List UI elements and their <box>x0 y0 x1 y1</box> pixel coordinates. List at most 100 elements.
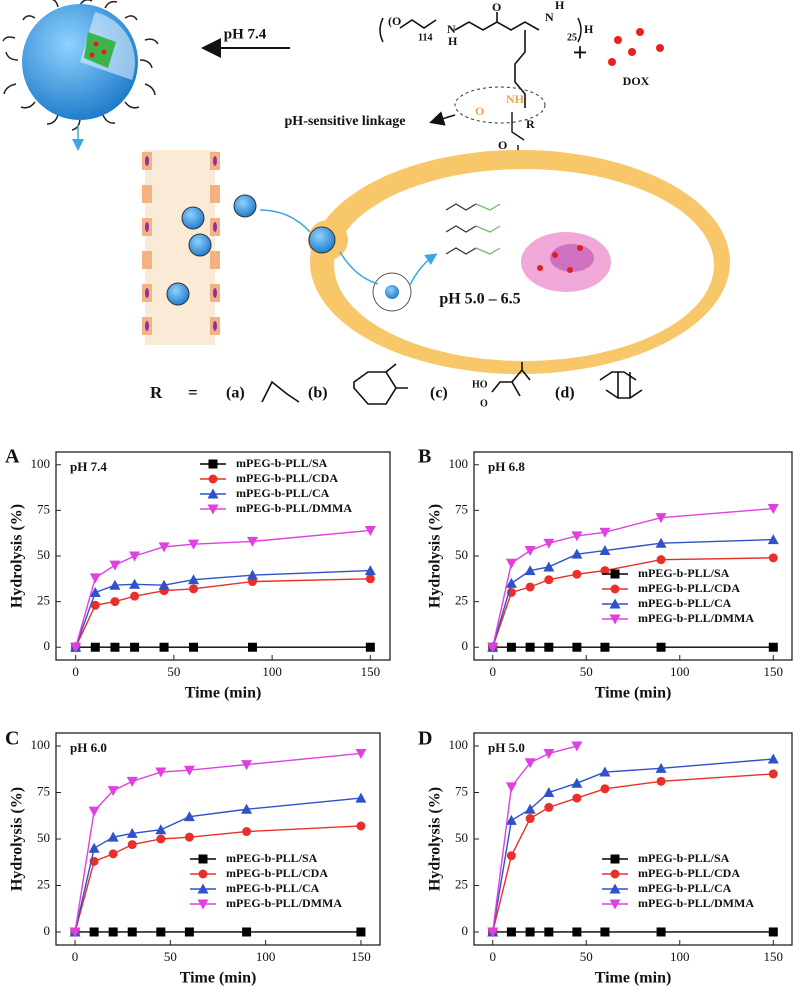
series-line <box>492 507 774 648</box>
marker <box>487 642 499 653</box>
y-axis-label: Hydrolysis (%) <box>427 787 444 891</box>
y-tick-label: 50 <box>455 547 468 562</box>
marker <box>572 793 582 803</box>
linkage-label: pH-sensitive linkage <box>285 114 406 129</box>
legend-label: mPEG-b-PLL/DMMA <box>236 501 352 515</box>
legend-marker <box>610 869 620 879</box>
marker <box>242 927 252 937</box>
marker <box>127 840 137 850</box>
marker <box>88 806 100 817</box>
marker <box>505 814 517 825</box>
marker <box>572 927 582 937</box>
x-axis-label: Time (min) <box>185 685 262 702</box>
panel-label: C <box>5 728 19 750</box>
marker <box>184 832 194 842</box>
marker <box>88 842 100 853</box>
marker <box>655 537 667 548</box>
marker <box>241 803 253 814</box>
marker <box>544 575 554 585</box>
marker <box>571 741 583 752</box>
legend-marker <box>198 869 208 879</box>
marker <box>110 642 120 652</box>
marker <box>129 578 141 589</box>
marker <box>571 777 583 788</box>
marker <box>656 927 666 937</box>
series-line <box>492 538 774 648</box>
marker <box>126 776 138 787</box>
marker <box>246 569 258 580</box>
legend-label: mPEG-b-PLL/DMMA <box>638 611 754 625</box>
marker <box>110 597 120 607</box>
x-tick-label: 50 <box>580 664 593 679</box>
marker <box>524 565 536 576</box>
legend-label: mPEG-b-PLL/CA <box>638 881 732 895</box>
y-tick-label: 25 <box>455 593 468 608</box>
marker <box>364 565 376 576</box>
legend-marker <box>207 504 219 515</box>
arrow <box>429 111 456 126</box>
chem-label: H <box>555 0 565 12</box>
series-line <box>492 758 774 933</box>
annotation: pH 6.8 <box>488 459 525 474</box>
marker <box>109 560 121 571</box>
x-tick-label: 150 <box>361 664 381 679</box>
y-tick-label: 50 <box>37 547 50 562</box>
legend-label: mPEG-b-PLL/SA <box>236 456 328 470</box>
marker <box>70 642 82 653</box>
legend-label: mPEG-b-PLL/CA <box>226 881 320 895</box>
marker <box>544 927 554 937</box>
marker <box>158 542 170 553</box>
x-tick-label: 0 <box>72 664 79 679</box>
marker <box>505 558 517 569</box>
chem-label: O <box>480 398 488 409</box>
marker <box>355 792 367 803</box>
marker <box>242 827 252 837</box>
chem-label: O <box>498 138 507 152</box>
marker <box>525 927 535 937</box>
marker <box>655 513 667 524</box>
marker <box>571 548 583 559</box>
marker <box>127 927 137 937</box>
marker <box>600 642 610 652</box>
x-axis-label: Time (min) <box>180 970 257 987</box>
y-tick-label: 0 <box>462 638 469 653</box>
marker <box>525 642 535 652</box>
y-tick-label: 75 <box>455 783 468 798</box>
cell <box>259 150 730 374</box>
x-tick-label: 50 <box>580 949 593 964</box>
marker <box>183 765 195 776</box>
series-line <box>492 773 774 933</box>
chem-label: N <box>447 22 456 36</box>
marker <box>656 555 666 565</box>
legend-marker <box>609 899 621 910</box>
marker <box>525 814 535 824</box>
marker <box>126 827 138 838</box>
chem-label: 114 <box>418 32 432 43</box>
y-axis-label: Hydrolysis (%) <box>9 504 26 608</box>
r-option: (b) <box>308 385 328 402</box>
chem-label: N <box>545 10 554 24</box>
marker <box>365 642 375 652</box>
r-option: (d) <box>555 385 575 402</box>
marker <box>767 534 779 545</box>
y-tick-label: 100 <box>449 456 469 471</box>
legend-label: mPEG-b-PLL/CDA <box>226 866 328 880</box>
marker <box>599 766 611 777</box>
annotation: pH 6.0 <box>70 740 107 755</box>
y-tick-label: 75 <box>37 501 50 516</box>
marker <box>768 927 778 937</box>
plot-frame <box>55 732 381 946</box>
marker <box>524 546 536 557</box>
legend-marker <box>197 899 209 910</box>
marker <box>365 574 375 584</box>
x-tick-label: 0 <box>72 949 79 964</box>
legend-marker <box>609 598 621 609</box>
legend-marker <box>197 883 209 894</box>
x-tick-label: 100 <box>256 949 276 964</box>
marker <box>506 927 516 937</box>
x-axis-label: Time (min) <box>595 685 672 702</box>
drug-label: DOX <box>623 74 650 88</box>
series-line <box>492 745 578 933</box>
marker <box>543 748 555 759</box>
